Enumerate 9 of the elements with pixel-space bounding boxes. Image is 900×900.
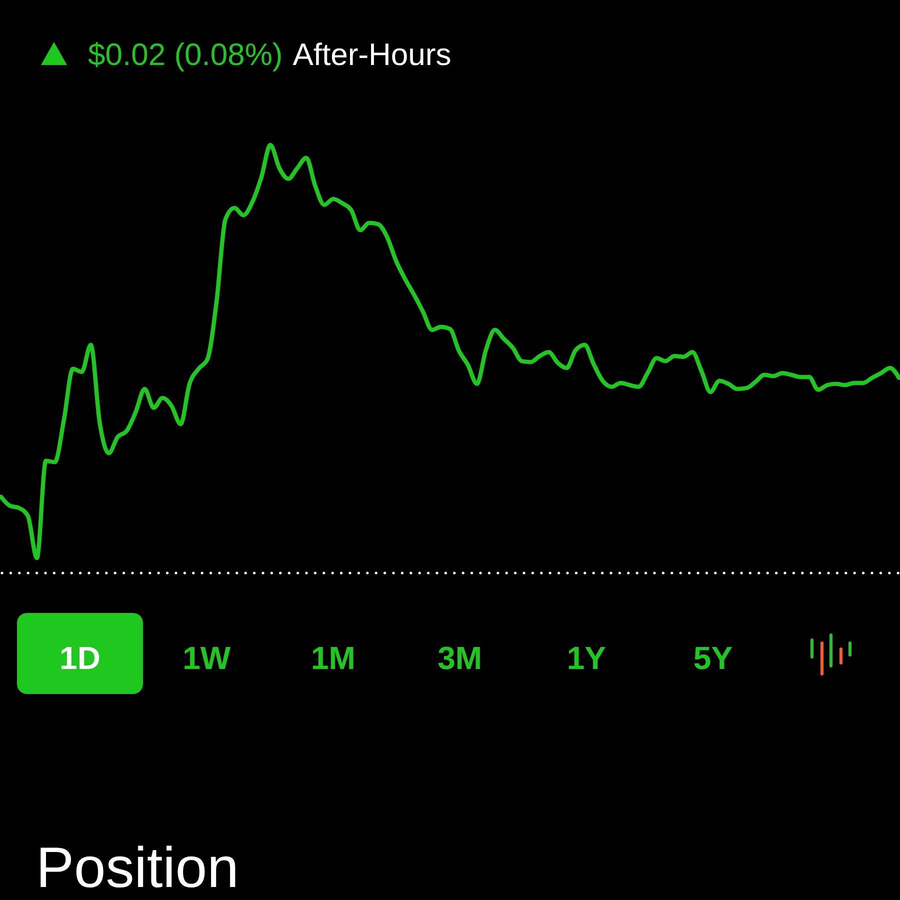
text: 1M <box>310 640 356 676</box>
text: After-Hours <box>292 37 452 72</box>
text: 1D <box>60 640 100 676</box>
text: 1W <box>182 640 232 676</box>
text: Position <box>36 836 239 900</box>
text: 5Y <box>693 640 733 676</box>
text: $0.02 (0.08%) <box>88 37 283 72</box>
text: 1Y <box>566 640 606 676</box>
text: 3M <box>438 640 482 676</box>
